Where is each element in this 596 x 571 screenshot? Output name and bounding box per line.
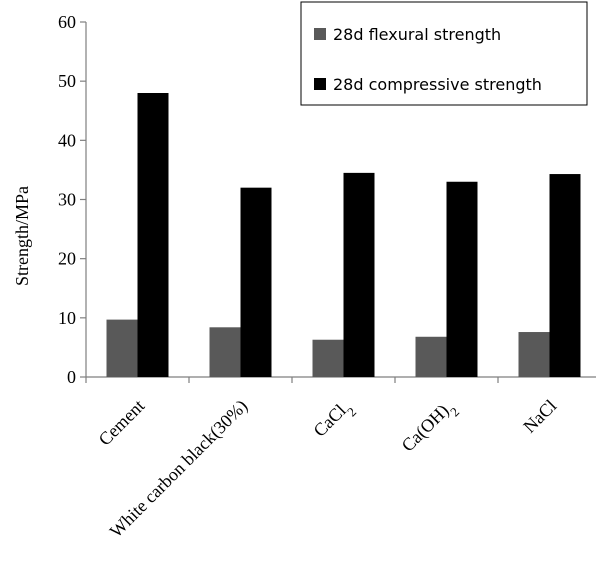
bar-compressive xyxy=(446,181,478,377)
x-tick-label: Cement xyxy=(95,396,149,450)
y-tick-label: 10 xyxy=(58,308,76,328)
x-tick-label: Ca(OH)2 xyxy=(398,396,462,460)
bar-flexural xyxy=(106,319,138,377)
bar-flexural xyxy=(415,336,447,377)
bar-compressive xyxy=(137,93,169,377)
bars xyxy=(106,93,581,377)
legend-swatch-flexural xyxy=(314,28,326,40)
y-axis-title: Strength/MPa xyxy=(12,186,32,286)
bar-compressive xyxy=(343,172,375,377)
bar-compressive xyxy=(549,174,581,377)
bar-flexural xyxy=(312,339,344,377)
bar-flexural xyxy=(518,332,550,377)
legend-swatch-compressive xyxy=(314,78,326,90)
legend-label-flexural: 28d flexural strength xyxy=(333,25,501,44)
bar-compressive xyxy=(240,187,272,377)
x-tick-label: NaCl xyxy=(519,396,560,437)
y-tick-label: 50 xyxy=(58,71,76,91)
legend-box xyxy=(300,1,588,106)
y-tick-label: 0 xyxy=(67,367,76,387)
bar-flexural xyxy=(209,327,241,377)
y-tick-label: 40 xyxy=(58,130,76,150)
legend-label-compressive: 28d compressive strength xyxy=(333,75,542,94)
y-axis: 0 10 20 30 40 50 60 xyxy=(58,12,87,387)
x-tick-label: CaCl2 xyxy=(309,396,359,446)
y-tick-label: 20 xyxy=(58,249,76,269)
y-tick-label: 30 xyxy=(58,190,76,210)
y-tick-label: 60 xyxy=(58,12,76,32)
legend: 28d flexural strength 28d compressive str… xyxy=(300,1,588,106)
